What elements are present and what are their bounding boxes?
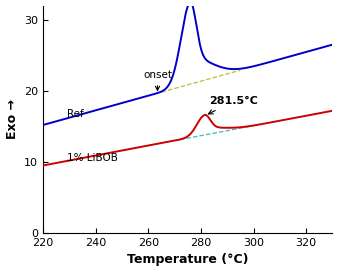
Text: 276°C: 276°C [0,271,1,272]
Text: 281.5°C: 281.5°C [209,97,258,114]
Y-axis label: Exo →: Exo → [5,99,19,139]
Text: onset: onset [143,70,172,90]
Text: 1% LiBOB: 1% LiBOB [67,153,118,163]
X-axis label: Temperature (°C): Temperature (°C) [127,254,248,267]
Text: Ref: Ref [67,109,83,119]
